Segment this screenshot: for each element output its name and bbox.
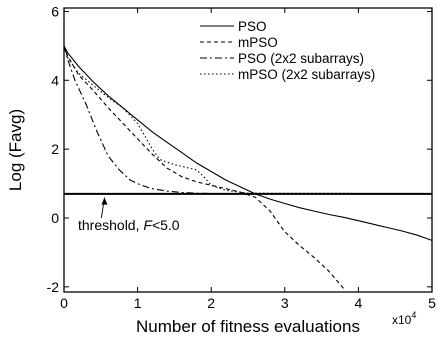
y-tick-label: -2 [47, 279, 60, 295]
legend-label-1: PSO [238, 19, 267, 34]
y-axis-title: Log (Favg) [6, 109, 25, 191]
plot-frame [63, 7, 433, 293]
y-tick-label: 4 [51, 72, 59, 88]
x-tick-label: 4 [355, 295, 363, 311]
legend-label-2: mPSO [238, 35, 278, 50]
annotation-arrow-head [101, 197, 108, 205]
series-line-1 [64, 45, 432, 241]
x-tick-label: 1 [134, 295, 142, 311]
x-axis-multiplier: x104 [392, 310, 416, 327]
x-tick-label: 2 [207, 295, 215, 311]
x-axis-title: Number of fitness evaluations [136, 317, 360, 336]
x-tick-label: 5 [428, 295, 436, 311]
legend-label-4: mPSO (2x2 subarrays) [238, 67, 375, 82]
y-tick-label: 2 [51, 141, 59, 157]
series-line-3 [64, 45, 432, 195]
x-tick-label: 3 [281, 295, 289, 311]
x-tick-label: 0 [60, 295, 68, 311]
threshold-annotation: threshold, F<5.0 [78, 217, 180, 233]
legend-label-3: PSO (2x2 subarrays) [238, 51, 364, 66]
y-tick-label: 6 [51, 3, 59, 19]
y-tick-label: 0 [51, 210, 59, 226]
